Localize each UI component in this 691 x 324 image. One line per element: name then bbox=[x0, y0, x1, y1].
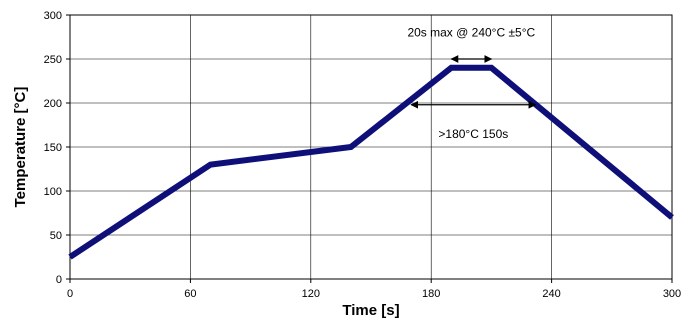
y-tick-label: 300 bbox=[44, 10, 62, 22]
series-group bbox=[68, 64, 674, 260]
y-tick-label: 50 bbox=[50, 230, 62, 242]
x-tick-label: 300 bbox=[663, 288, 681, 300]
x-tick-label: 180 bbox=[422, 288, 440, 300]
annotation-label: >180°C 150s bbox=[438, 127, 508, 141]
y-tick-label: 250 bbox=[44, 54, 62, 66]
y-axis-ticks: 0 50 100 150 200 250 300 bbox=[44, 10, 70, 286]
y-tick-label: 0 bbox=[56, 274, 62, 286]
x-tick-label: 60 bbox=[184, 288, 196, 300]
x-tick-label: 0 bbox=[67, 288, 73, 300]
annotations: 20s max @ 240°C ±5°C >180°C 150s bbox=[407, 26, 537, 141]
x-axis-ticks: 0 60 120 180 240 300 bbox=[67, 279, 681, 300]
y-tick-label: 200 bbox=[44, 98, 62, 110]
y-tick-label: 100 bbox=[44, 186, 62, 198]
x-tick-label: 120 bbox=[302, 288, 320, 300]
y-axis-title: Temperature [°C] bbox=[12, 87, 29, 208]
plot-border bbox=[69, 14, 673, 280]
y-tick-label: 150 bbox=[44, 142, 62, 154]
x-tick-label: 240 bbox=[542, 288, 560, 300]
annotation-label: 20s max @ 240°C ±5°C bbox=[407, 26, 535, 40]
temperature-profile-line bbox=[68, 64, 674, 260]
grid-lines bbox=[70, 15, 672, 279]
x-axis-title: Time [s] bbox=[342, 302, 399, 319]
